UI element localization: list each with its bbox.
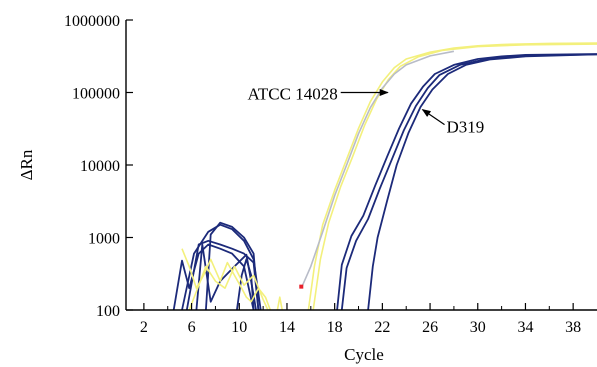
series-line-13-yellow	[181, 248, 272, 311]
y-tick-label: 100000	[72, 86, 120, 103]
series-line-9-navy	[185, 239, 260, 311]
x-tick-label: 2	[140, 319, 148, 336]
x-tick-label: 22	[374, 319, 390, 336]
series-layer	[172, 42, 597, 311]
series-line-1-yellow	[307, 42, 597, 311]
series-line-6-navy	[367, 53, 597, 311]
ticks-layer: 2 6 10 14 18 22 26 30 34 381001000100001000001000…	[64, 13, 581, 336]
x-tick-label: 18	[327, 319, 343, 336]
annotation-label-d319: D319	[447, 118, 485, 137]
series-line-14-yellow	[188, 265, 269, 311]
x-tick-label: 26	[422, 319, 438, 336]
axes-layer	[125, 20, 597, 311]
y-axis-title: ΔRn	[17, 149, 36, 180]
annotation-label-atcc: ATCC 14028	[247, 85, 337, 104]
series-line-3-gray	[300, 50, 455, 289]
x-axis-title: Cycle	[344, 345, 384, 364]
x-tick-label: 10	[231, 319, 247, 336]
x-tick-label: 34	[517, 319, 533, 336]
x-tick-label: 38	[565, 319, 581, 336]
y-tick-label: 1000	[88, 231, 120, 248]
marker-point-1	[299, 284, 304, 289]
y-tick-label: 1000000	[64, 13, 120, 30]
series-line-8-navy	[181, 223, 262, 311]
series-line-2-yellow	[312, 43, 597, 311]
x-tick-label: 6	[188, 319, 196, 336]
series-line-10-navy	[205, 221, 260, 311]
annotation-arrow-d319	[421, 109, 445, 126]
series-line-15-yellow	[276, 296, 283, 311]
y-tick-label: 10000	[80, 158, 120, 175]
annotation-layer: ATCC 14028 D319	[247, 85, 484, 137]
x-tick-label: 14	[279, 319, 295, 336]
series-line-5-navy	[340, 53, 597, 311]
x-tick-label: 30	[470, 319, 486, 336]
y-tick-label: 100	[96, 303, 120, 320]
